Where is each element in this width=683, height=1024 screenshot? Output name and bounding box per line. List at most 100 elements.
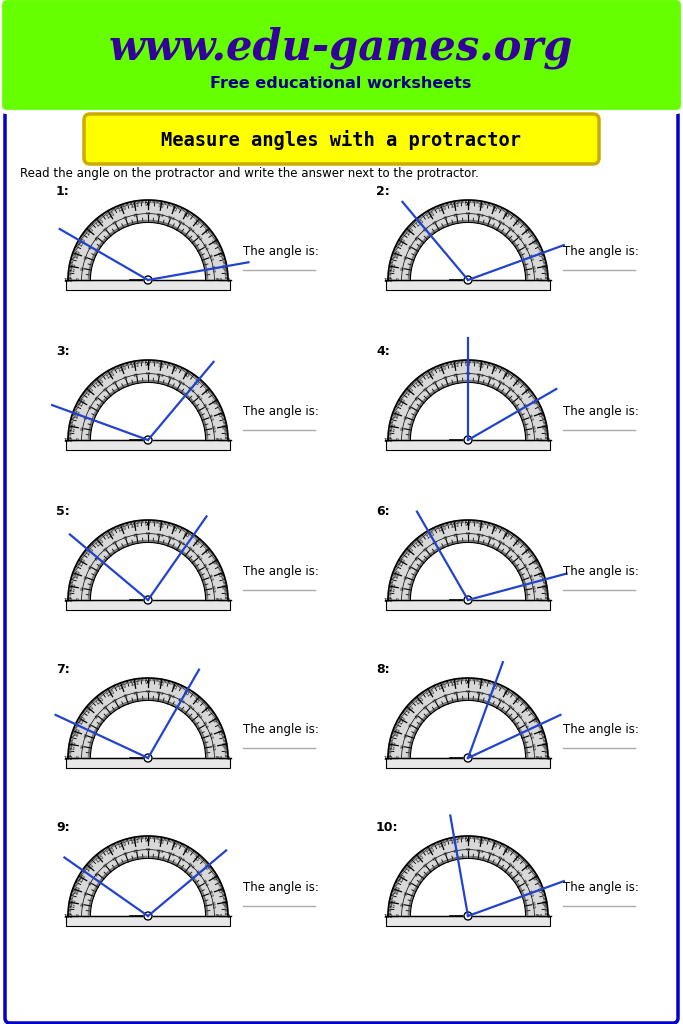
Text: 80: 80 <box>134 213 139 218</box>
Text: 10: 10 <box>81 901 86 907</box>
Text: 160: 160 <box>527 731 533 740</box>
Text: 70: 70 <box>122 693 129 699</box>
Text: 10: 10 <box>219 263 225 270</box>
Text: 100: 100 <box>130 839 140 845</box>
Text: 130: 130 <box>94 538 105 547</box>
Text: 0: 0 <box>227 597 229 602</box>
Text: 50: 50 <box>102 386 109 393</box>
Text: 100: 100 <box>130 681 140 687</box>
Text: 6:: 6: <box>376 505 389 518</box>
Text: 60: 60 <box>432 540 438 546</box>
Text: 120: 120 <box>497 540 505 547</box>
Text: 140: 140 <box>406 705 415 715</box>
Text: 30: 30 <box>88 880 94 887</box>
Text: 170: 170 <box>530 742 535 751</box>
Text: 180: 180 <box>214 598 223 602</box>
Text: 130: 130 <box>94 217 105 227</box>
Text: 50: 50 <box>422 862 430 869</box>
Text: Free educational worksheets: Free educational worksheets <box>210 77 472 91</box>
Bar <box>66 916 230 927</box>
Text: 140: 140 <box>514 712 522 720</box>
Text: 90: 90 <box>145 849 151 852</box>
Text: 170: 170 <box>70 898 77 908</box>
Text: 10: 10 <box>401 901 406 907</box>
Text: 0: 0 <box>546 597 550 602</box>
Text: 30: 30 <box>529 874 537 883</box>
Text: 150: 150 <box>79 715 87 726</box>
Text: 160: 160 <box>73 569 81 580</box>
Text: 130: 130 <box>415 853 425 863</box>
Text: 150: 150 <box>521 879 529 888</box>
Text: 30: 30 <box>408 722 415 729</box>
Text: 110: 110 <box>437 525 447 534</box>
Polygon shape <box>90 543 206 600</box>
Text: 110: 110 <box>166 215 175 221</box>
Text: 170: 170 <box>530 900 535 909</box>
Text: 110: 110 <box>166 693 175 699</box>
Text: 140: 140 <box>514 553 522 562</box>
Text: 160: 160 <box>527 889 533 898</box>
Text: 150: 150 <box>521 562 529 571</box>
Text: 60: 60 <box>182 689 190 696</box>
Text: 20: 20 <box>83 254 89 261</box>
Circle shape <box>464 436 472 444</box>
Text: 180: 180 <box>63 437 72 442</box>
Text: 0: 0 <box>546 437 550 442</box>
Text: 100: 100 <box>475 849 484 854</box>
Text: 150: 150 <box>398 557 407 567</box>
Text: 120: 120 <box>425 210 436 219</box>
Text: 70: 70 <box>122 852 129 857</box>
Text: 70: 70 <box>443 536 449 541</box>
Text: 170: 170 <box>391 422 398 432</box>
Text: 40: 40 <box>201 388 210 395</box>
Text: 160: 160 <box>393 409 402 420</box>
Text: 80: 80 <box>477 523 484 529</box>
Circle shape <box>144 912 152 920</box>
Polygon shape <box>388 836 548 916</box>
Text: 110: 110 <box>117 842 128 849</box>
Text: 20: 20 <box>404 415 409 421</box>
Text: 70: 70 <box>443 215 449 221</box>
Text: 70: 70 <box>170 206 178 213</box>
Text: 30: 30 <box>88 403 94 411</box>
Text: 30: 30 <box>210 717 217 724</box>
Text: 20: 20 <box>404 890 409 897</box>
Text: 130: 130 <box>94 378 105 387</box>
Polygon shape <box>388 520 548 600</box>
Text: 120: 120 <box>105 530 115 540</box>
Text: 40: 40 <box>201 863 210 871</box>
Text: 20: 20 <box>83 890 89 897</box>
Text: The angle is:: The angle is: <box>563 406 639 419</box>
Text: 50: 50 <box>193 539 200 547</box>
Text: 170: 170 <box>210 900 215 909</box>
Circle shape <box>144 754 152 762</box>
Text: 60: 60 <box>112 220 119 226</box>
Text: 40: 40 <box>522 548 529 556</box>
Text: 70: 70 <box>170 684 178 691</box>
Polygon shape <box>388 200 548 280</box>
Text: 0: 0 <box>546 278 550 283</box>
Text: 100: 100 <box>450 839 460 845</box>
Text: 70: 70 <box>443 852 449 857</box>
Text: 110: 110 <box>117 206 128 213</box>
Text: 130: 130 <box>505 225 514 233</box>
Text: 40: 40 <box>415 870 421 878</box>
Text: 120: 120 <box>497 855 505 863</box>
Text: 150: 150 <box>521 243 529 252</box>
Text: 110: 110 <box>117 366 128 374</box>
Text: 110: 110 <box>486 375 495 382</box>
Text: The angle is:: The angle is: <box>563 246 639 258</box>
Text: 70: 70 <box>490 526 497 532</box>
Text: The angle is:: The angle is: <box>243 565 319 579</box>
Bar <box>66 280 230 291</box>
Text: 80: 80 <box>454 849 460 854</box>
Text: The angle is:: The angle is: <box>563 724 639 736</box>
Text: 60: 60 <box>112 380 119 386</box>
Text: 170: 170 <box>210 424 215 433</box>
Text: 40: 40 <box>415 554 421 561</box>
Text: 140: 140 <box>514 869 522 879</box>
Text: 120: 120 <box>176 697 185 705</box>
Text: 150: 150 <box>201 879 208 888</box>
Text: 0: 0 <box>76 914 79 918</box>
Text: 60: 60 <box>182 371 190 379</box>
